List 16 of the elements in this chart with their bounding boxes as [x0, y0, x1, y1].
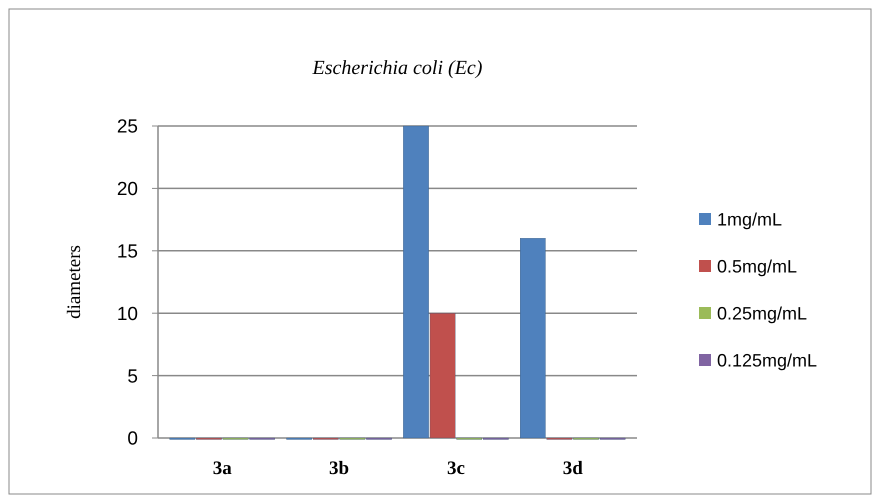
x-tick-label: 3a	[212, 458, 232, 479]
y-tick-label: 25	[116, 116, 138, 138]
x-tick-label: 3c	[446, 458, 465, 479]
y-tick-label: 10	[116, 304, 138, 325]
x-tick-label: 3b	[329, 458, 350, 479]
y-tick-label: 0	[127, 428, 138, 450]
y-tick-label: 5	[127, 366, 138, 388]
legend-label: 0.25mg/mL	[717, 303, 808, 324]
x-tick-label: 3d	[562, 458, 584, 479]
legend-label: 0.5mg/mL	[717, 256, 798, 276]
y-axis-title: diameters	[64, 245, 85, 319]
y-tick-label: 15	[116, 241, 138, 262]
y-tick-label: 20	[116, 179, 138, 200]
chart-title: Escherichia coli (Ec)	[312, 57, 483, 79]
legend-label: 1mg/mL	[717, 209, 782, 230]
legend-label: 0.125mg/mL	[717, 350, 818, 370]
